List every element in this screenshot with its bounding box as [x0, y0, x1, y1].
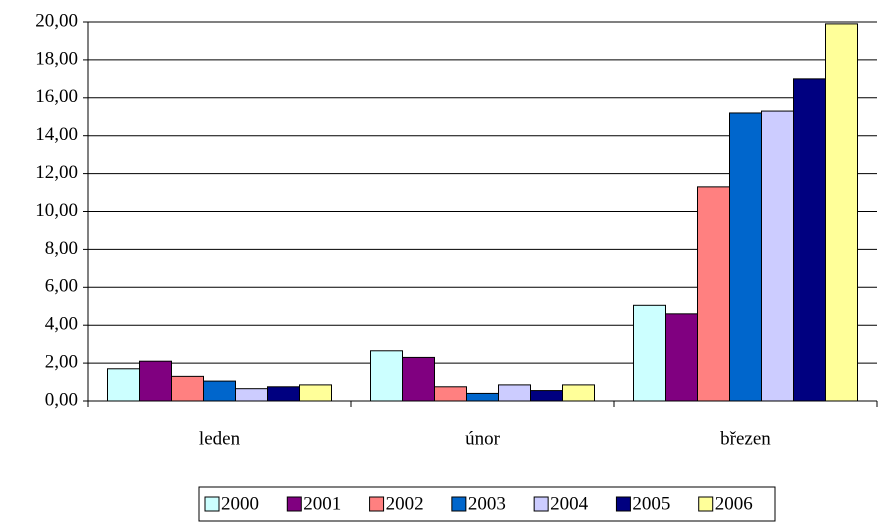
bar: [235, 388, 268, 402]
legend-label: 2004: [550, 493, 589, 514]
bar: [107, 368, 140, 402]
legend-label: 2005: [632, 493, 670, 514]
legend-swatch: [615, 496, 631, 512]
bar: [171, 375, 204, 402]
bar: [299, 384, 332, 402]
bar: [466, 392, 499, 402]
y-tick-label: 6,00: [45, 276, 78, 297]
bar: [633, 304, 666, 402]
legend-swatch: [369, 496, 385, 512]
y-tick-label: 14,00: [35, 124, 78, 145]
bar: [402, 356, 435, 402]
legend-label: 2006: [715, 493, 753, 514]
bar: [761, 110, 794, 402]
legend-swatch: [698, 496, 714, 512]
y-tick-label: 10,00: [35, 200, 78, 221]
bar: [665, 313, 698, 402]
bar: [729, 112, 762, 402]
bar: [203, 380, 236, 402]
y-tick-label: 18,00: [35, 48, 78, 69]
legend-label: 2001: [303, 493, 341, 514]
bar: [825, 23, 858, 402]
legend-swatch: [451, 496, 467, 512]
legend-swatch: [204, 496, 220, 512]
bar: [530, 390, 563, 402]
bar: [562, 384, 595, 402]
y-tick-label: 12,00: [35, 162, 78, 183]
bar: [267, 386, 300, 402]
legend-label: 2000: [221, 493, 259, 514]
y-tick-label: 2,00: [45, 351, 78, 372]
y-tick-label: 20,00: [35, 10, 78, 31]
bar: [793, 78, 826, 402]
legend-swatch: [533, 496, 549, 512]
legend-swatch: [286, 496, 302, 512]
x-tick-label: únor: [465, 428, 501, 449]
bar: [434, 386, 467, 402]
bar: [498, 384, 531, 402]
x-tick-label: leden: [199, 428, 241, 449]
x-tick-label: březen: [720, 428, 771, 449]
y-tick-label: 4,00: [45, 314, 78, 335]
y-tick-label: 16,00: [35, 86, 78, 107]
bar: [697, 186, 730, 402]
legend-label: 2003: [468, 493, 506, 514]
y-tick-label: 0,00: [45, 389, 78, 410]
bar: [370, 350, 403, 402]
bar: [139, 360, 172, 402]
y-tick-label: 8,00: [45, 238, 78, 259]
legend-label: 2002: [386, 493, 424, 514]
